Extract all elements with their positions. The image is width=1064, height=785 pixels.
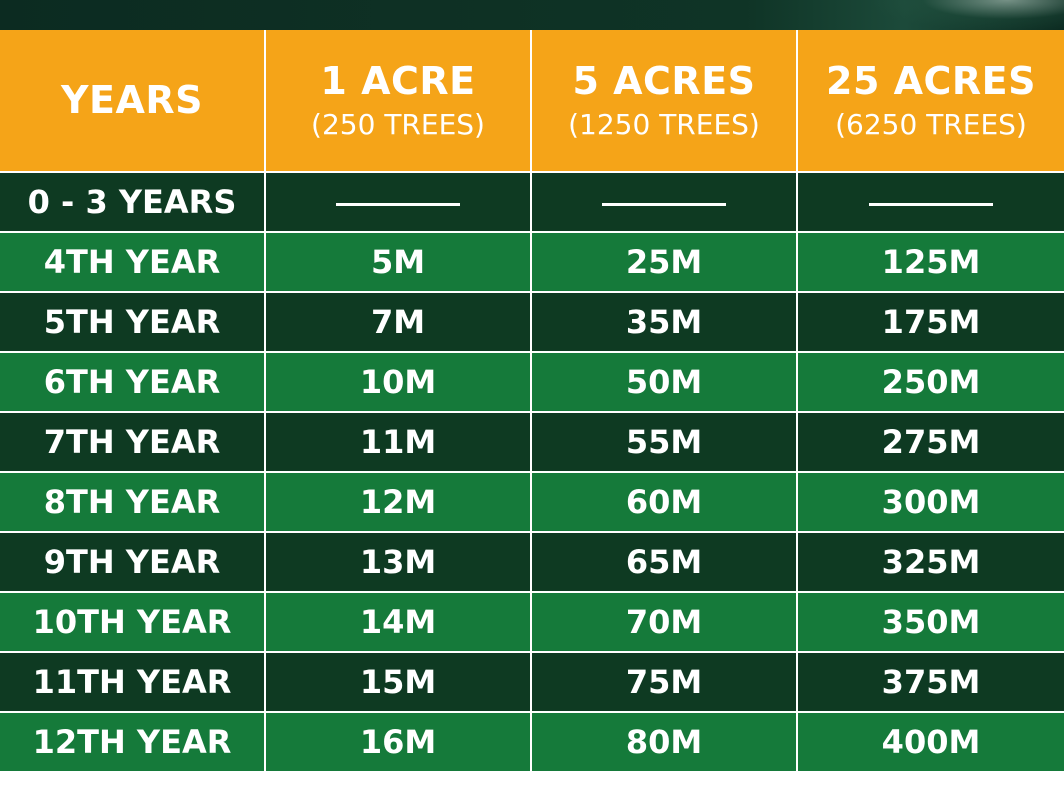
acre5-value-cell [530, 171, 798, 233]
header-years-label: YEARS [60, 77, 203, 122]
acre25-value-cell: 375M [796, 651, 1064, 713]
year-cell: 5TH YEAR [0, 291, 266, 353]
header-5-acres-trees: (1250 TREES) [568, 108, 760, 142]
acre1-value-cell: 15M [264, 651, 532, 713]
table-row: 5TH YEAR 7M 35M 175M [0, 291, 1064, 353]
acre25-value-cell: 350M [796, 591, 1064, 653]
acre5-value-cell: 75M [530, 651, 798, 713]
acre1-value-cell: 14M [264, 591, 532, 653]
header-25-acres-label: 25 ACRES [826, 58, 1036, 103]
table-row: 10TH YEAR 14M 70M 350M [0, 591, 1064, 653]
table-row: 4TH YEAR 5M 25M 125M [0, 231, 1064, 293]
acre5-value-cell: 25M [530, 231, 798, 293]
acre5-value-cell: 80M [530, 711, 798, 771]
year-cell: 9TH YEAR [0, 531, 266, 593]
table-row: 8TH YEAR 12M 60M 300M [0, 471, 1064, 533]
acre1-value-cell [264, 171, 532, 233]
acre1-value-cell: 5M [264, 231, 532, 293]
acre1-value-cell: 10M [264, 351, 532, 413]
acre5-value-cell: 70M [530, 591, 798, 653]
year-cell: 4TH YEAR [0, 231, 266, 293]
top-banner-strip [0, 0, 1064, 30]
acre5-value-cell: 55M [530, 411, 798, 473]
no-yield-dash [602, 202, 726, 206]
table-header: YEARS 1 ACRE (250 TREES) 5 ACRES (1250 T… [0, 30, 1064, 173]
acre25-value-cell [796, 171, 1064, 233]
acre25-value-cell: 400M [796, 711, 1064, 771]
header-row: YEARS 1 ACRE (250 TREES) 5 ACRES (1250 T… [0, 30, 1064, 173]
header-years: YEARS [0, 30, 266, 173]
acre25-value-cell: 250M [796, 351, 1064, 413]
acre1-value-cell: 16M [264, 711, 532, 771]
acre25-value-cell: 300M [796, 471, 1064, 533]
header-25-acres-trees: (6250 TREES) [835, 108, 1027, 142]
header-1-acre-trees: (250 TREES) [311, 108, 485, 142]
acre25-value-cell: 275M [796, 411, 1064, 473]
acre1-value-cell: 12M [264, 471, 532, 533]
header-5-acres-label: 5 ACRES [572, 58, 756, 103]
table-row: 9TH YEAR 13M 65M 325M [0, 531, 1064, 593]
header-5-acres: 5 ACRES (1250 TREES) [530, 30, 798, 173]
acre1-value-cell: 11M [264, 411, 532, 473]
year-cell: 6TH YEAR [0, 351, 266, 413]
table-row: 12TH YEAR 16M 80M 400M [0, 711, 1064, 771]
table-row: 6TH YEAR 10M 50M 250M [0, 351, 1064, 413]
year-cell: 10TH YEAR [0, 591, 266, 653]
acre5-value-cell: 50M [530, 351, 798, 413]
no-yield-dash [336, 202, 460, 206]
acre5-value-cell: 35M [530, 291, 798, 353]
acre1-value-cell: 13M [264, 531, 532, 593]
acre25-value-cell: 125M [796, 231, 1064, 293]
acre5-value-cell: 65M [530, 531, 798, 593]
year-cell: 12TH YEAR [0, 711, 266, 771]
acre25-value-cell: 175M [796, 291, 1064, 353]
year-cell: 11TH YEAR [0, 651, 266, 713]
year-cell: 8TH YEAR [0, 471, 266, 533]
header-25-acres: 25 ACRES (6250 TREES) [796, 30, 1064, 173]
acre1-value-cell: 7M [264, 291, 532, 353]
yield-table: YEARS 1 ACRE (250 TREES) 5 ACRES (1250 T… [0, 30, 1064, 771]
table-row: 7TH YEAR 11M 55M 275M [0, 411, 1064, 473]
table-body: 0 - 3 YEARS 4TH YEAR 5M 25M 125M 5TH YEAR 7M 35… [0, 171, 1064, 771]
acre5-value-cell: 60M [530, 471, 798, 533]
header-1-acre-label: 1 ACRE [320, 58, 476, 103]
table-row: 11TH YEAR 15M 75M 375M [0, 651, 1064, 713]
year-cell: 7TH YEAR [0, 411, 266, 473]
banner-decoration [874, 0, 1064, 30]
year-cell: 0 - 3 YEARS [0, 171, 266, 233]
acre25-value-cell: 325M [796, 531, 1064, 593]
header-1-acre: 1 ACRE (250 TREES) [264, 30, 532, 173]
no-yield-dash [869, 202, 993, 206]
table-row: 0 - 3 YEARS [0, 171, 1064, 233]
